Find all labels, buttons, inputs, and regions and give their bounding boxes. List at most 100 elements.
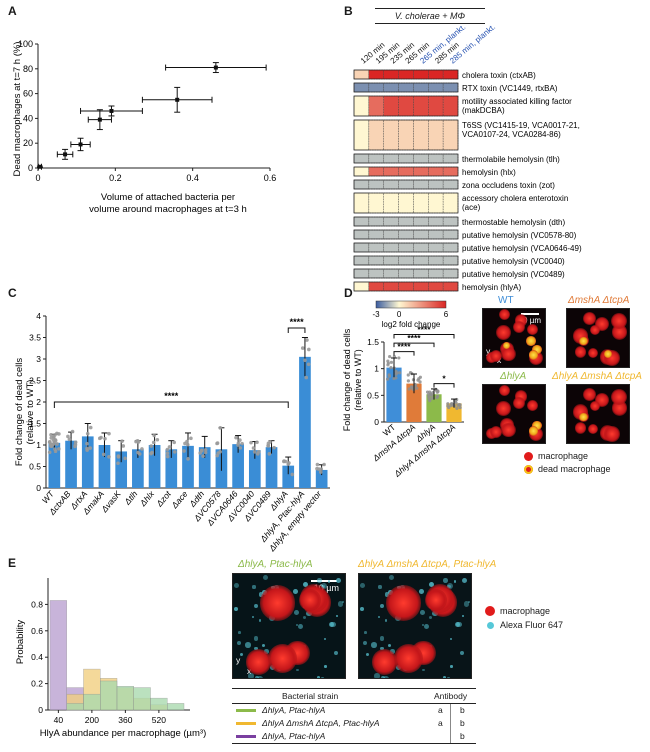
heatmap-cell: [383, 281, 399, 292]
macrophage-cell: [394, 643, 424, 674]
fluor-speck: [321, 676, 324, 678]
heatmap-cell: [398, 82, 414, 93]
macrophage-cell: [298, 589, 322, 612]
heatmap-cell: [398, 166, 414, 177]
heatmap-cell: [368, 153, 384, 164]
y-tick-label: 4: [36, 311, 41, 321]
heatmap-cell: [353, 242, 370, 253]
data-dot: [387, 374, 391, 378]
table-row: ΔhlyA, Ptac-hlyA b: [232, 730, 476, 743]
heatmap-row-border: [353, 229, 459, 240]
fluor-speck: [302, 582, 308, 588]
x-tick-label: 0.6: [264, 173, 277, 183]
fluor-speck: [366, 653, 370, 657]
heatmap-cell: [353, 255, 370, 266]
heatmap-cell: [368, 242, 384, 253]
bar: [182, 445, 194, 488]
y-tick-label: 3.5: [29, 333, 41, 343]
fluor-speck: [428, 582, 434, 588]
marker: [213, 65, 218, 70]
fluor-speck: [422, 668, 425, 672]
heatmap-cell: [442, 255, 459, 266]
fluor-speck: [336, 577, 342, 584]
heatmap-cell: [398, 229, 414, 240]
data-dot: [408, 371, 413, 375]
heatmap-row-border: [353, 216, 459, 227]
legend-e-macrophage: macrophage: [500, 606, 551, 616]
heatmap-cell: [368, 166, 384, 177]
macrophage-cell: [372, 649, 398, 675]
heatmap-cell: [428, 179, 444, 190]
marker: [37, 164, 42, 169]
row-label: thermolabile hemolysin (tlh): [462, 155, 560, 164]
heatmap-cell: [428, 82, 444, 93]
significance-label: ****: [290, 317, 305, 327]
macrophage-cell: [589, 324, 601, 336]
data-dot: [397, 356, 401, 360]
heatmap-cell: [442, 82, 459, 93]
heatmap-cell: [442, 216, 459, 227]
data-dot: [455, 406, 459, 410]
bar: [81, 436, 94, 488]
data-dot: [300, 346, 305, 350]
data-dot: [272, 445, 276, 450]
fluor-speck: [323, 637, 327, 641]
marker: [97, 117, 102, 122]
fluor-speck: [258, 619, 262, 622]
fluor-speck: [335, 614, 339, 618]
fluor-speck: [317, 578, 322, 584]
heatmap-cell: [383, 153, 399, 164]
heatmap-cell: [428, 242, 444, 253]
data-dot: [53, 447, 57, 451]
heatmap-cell: [428, 281, 444, 292]
axis-y-label-e: y: [236, 655, 241, 665]
data-dot: [140, 447, 144, 451]
fluor-speck: [442, 675, 447, 678]
macrophage-cell: [499, 309, 511, 321]
fluor-speck: [419, 589, 424, 594]
data-dot: [428, 399, 432, 403]
antibody-b: b: [460, 705, 465, 715]
significance-label: ****: [407, 333, 421, 343]
data-dot: [151, 440, 156, 445]
y-tick-label: 0: [38, 705, 43, 715]
bar: [386, 367, 402, 422]
row-label: motility associated killing factor: [462, 97, 572, 106]
strain-color-swatch: [236, 709, 256, 712]
fluor-speck: [446, 582, 453, 589]
dead-macrophage-cell: [604, 350, 613, 359]
row-label: cholera toxin (ctxAB): [462, 71, 536, 80]
micrograph-wt: 20 µm y x: [482, 308, 546, 368]
heatmap-cell: [398, 216, 414, 227]
heatmap-cell: [442, 268, 459, 279]
heatmap-row-border: [353, 242, 459, 253]
fluor-speck: [420, 610, 426, 615]
table-row: ΔhlyA, Ptac-hlyA a b: [232, 704, 476, 717]
fluor-speck: [360, 607, 364, 611]
micrograph-e-left: 10 µm y x: [232, 573, 346, 679]
heatmap-cell: [353, 153, 370, 164]
scale-tick: 0: [397, 310, 402, 319]
table-row: ΔhlyA ΔmshA ΔtcpA, Ptac-hlyA a b: [232, 717, 476, 730]
heatmap-cell: [368, 69, 384, 80]
fluor-speck: [371, 642, 377, 648]
significance-bracket: [393, 351, 415, 356]
macrophage-cell: [604, 425, 620, 442]
data-dot: [436, 394, 440, 398]
row-label: hemolysin (hlyA): [462, 283, 521, 292]
data-dot: [307, 347, 311, 352]
heatmap-cell: [398, 95, 414, 117]
heatmap-cell: [353, 69, 370, 80]
data-dot: [392, 355, 396, 359]
fluor-speck: [252, 585, 256, 589]
panel-b-title: V. cholerae + MΦ: [375, 8, 485, 24]
legend-e-dye: Alexa Fluor 647: [500, 620, 564, 630]
data-dot: [67, 437, 72, 442]
strain-name: ΔhlyA, Ptac-hlyA: [262, 705, 326, 715]
dead-macrophage-cell: [532, 420, 542, 430]
bar: [315, 469, 328, 488]
category-label: Δzot: [154, 488, 174, 509]
fluor-speck: [450, 665, 453, 668]
heatmap-row-border: [353, 192, 459, 214]
heatmap-cell: [398, 192, 414, 214]
